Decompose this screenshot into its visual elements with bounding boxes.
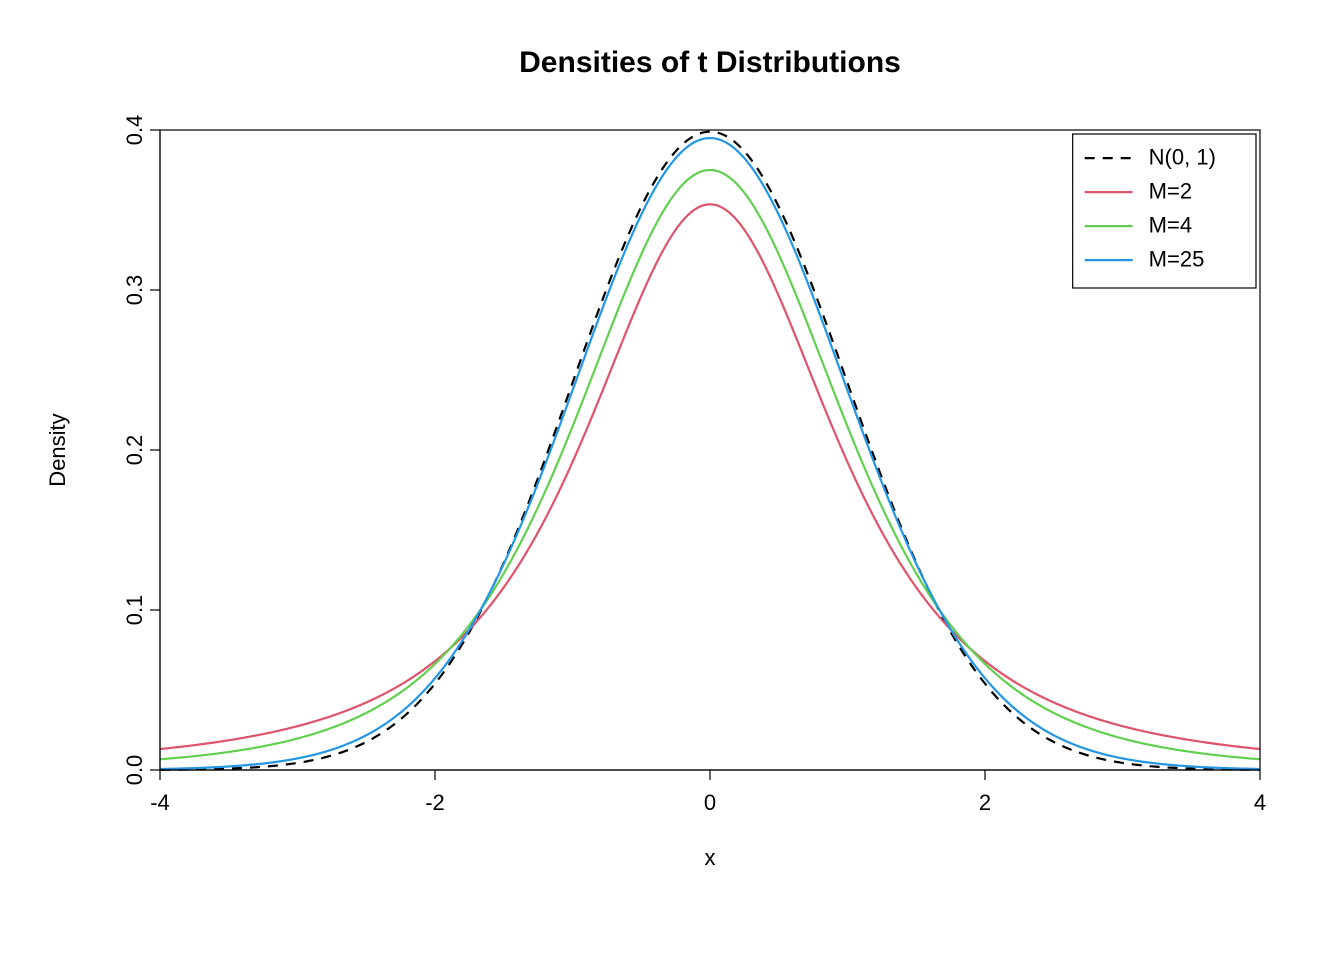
y-tick-label: 0.3 xyxy=(122,275,147,306)
x-tick-label: 4 xyxy=(1254,790,1266,815)
chart-title: Densities of t Distributions xyxy=(519,46,901,79)
y-axis-label: Density xyxy=(45,413,70,486)
y-tick-label: 0.2 xyxy=(122,435,147,466)
x-tick-label: -2 xyxy=(425,790,445,815)
legend-label-t25: M=25 xyxy=(1149,247,1205,272)
legend-label-t4: M=4 xyxy=(1149,213,1192,238)
x-axis-label: x xyxy=(705,845,716,870)
x-tick-label: 2 xyxy=(979,790,991,815)
legend-label-t2: M=2 xyxy=(1149,179,1192,204)
y-tick-label: 0.4 xyxy=(122,115,147,146)
y-tick-label: 0.0 xyxy=(122,755,147,786)
density-chart: Densities of t Distributions -4 -2 0 2 4 0.0 0.… xyxy=(0,0,1344,960)
x-tick-label: 0 xyxy=(704,790,716,815)
x-tick-label: -4 xyxy=(150,790,170,815)
y-tick-label: 0.1 xyxy=(122,595,147,626)
legend-label-normal: N(0, 1) xyxy=(1149,145,1216,170)
legend: N(0, 1) M=2 M=4 M=25 xyxy=(1073,134,1256,288)
